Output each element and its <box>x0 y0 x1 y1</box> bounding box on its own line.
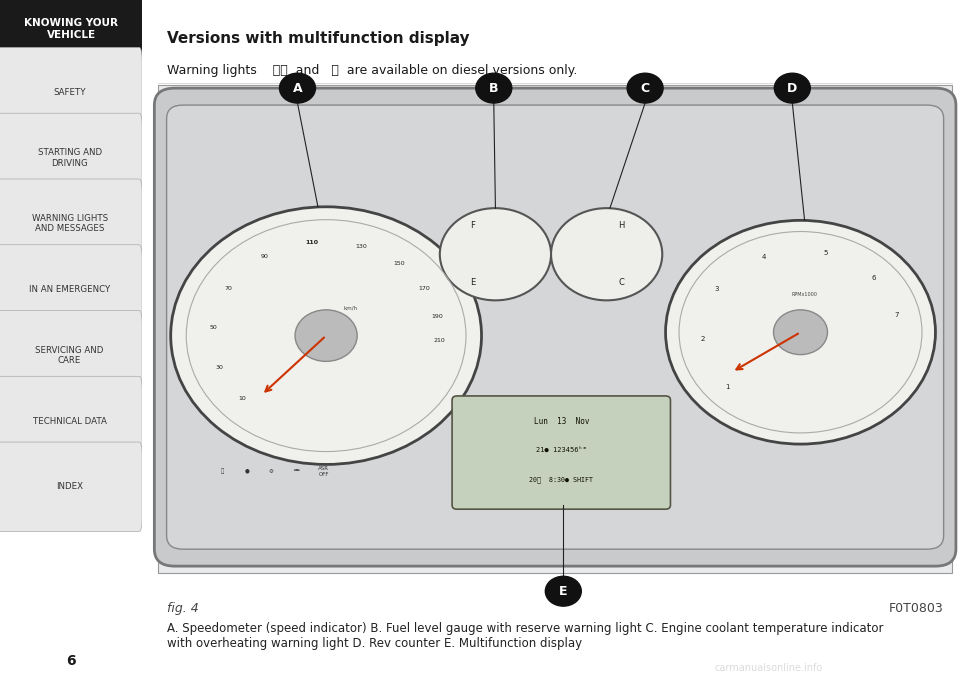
Text: 210: 210 <box>434 338 445 343</box>
FancyBboxPatch shape <box>0 376 142 466</box>
Text: SAFETY: SAFETY <box>54 87 85 97</box>
Text: 7: 7 <box>895 313 900 318</box>
Text: SERVICING AND
CARE: SERVICING AND CARE <box>36 346 104 365</box>
Text: A. Speedometer (speed indicator) B. Fuel level gauge with reserve warning light : A. Speedometer (speed indicator) B. Fuel… <box>167 622 883 650</box>
Text: STARTING AND
DRIVING: STARTING AND DRIVING <box>37 148 102 167</box>
Text: E: E <box>559 584 567 598</box>
Text: 20℃  8:30● SHIFT: 20℃ 8:30● SHIFT <box>529 477 593 483</box>
Text: E: E <box>469 279 475 287</box>
Text: 10: 10 <box>238 396 246 401</box>
Circle shape <box>171 207 482 464</box>
FancyBboxPatch shape <box>0 179 142 268</box>
FancyBboxPatch shape <box>0 0 142 58</box>
Text: TECHNICAL DATA: TECHNICAL DATA <box>33 416 107 426</box>
Circle shape <box>279 73 316 103</box>
FancyBboxPatch shape <box>0 311 142 400</box>
Text: 190: 190 <box>431 313 443 319</box>
FancyBboxPatch shape <box>0 245 142 334</box>
Text: 30: 30 <box>216 365 224 370</box>
Text: 130: 130 <box>355 243 367 249</box>
Text: 6: 6 <box>872 275 876 281</box>
Text: Lun  13  Nov: Lun 13 Nov <box>534 416 589 426</box>
Circle shape <box>476 73 512 103</box>
FancyBboxPatch shape <box>0 442 142 532</box>
Text: F: F <box>470 221 475 230</box>
FancyBboxPatch shape <box>155 88 956 566</box>
Circle shape <box>545 576 582 606</box>
FancyBboxPatch shape <box>158 85 951 573</box>
FancyBboxPatch shape <box>167 105 944 549</box>
Text: 90: 90 <box>260 254 268 259</box>
Text: 1: 1 <box>725 384 730 390</box>
Text: Warning lights    ⒦⒦  and   Ⓖ  are available on diesel versions only.: Warning lights ⒦⒦ and Ⓖ are available on… <box>167 64 577 77</box>
Text: Ⓢ: Ⓢ <box>221 468 224 474</box>
Text: 50: 50 <box>209 325 217 330</box>
Text: ══: ══ <box>293 468 300 474</box>
Text: Versions with multifunction display: Versions with multifunction display <box>167 31 469 45</box>
Text: fig. 4: fig. 4 <box>167 602 199 615</box>
Text: H: H <box>618 221 625 230</box>
Text: IN AN EMERGENCY: IN AN EMERGENCY <box>29 285 110 294</box>
Text: 70: 70 <box>224 286 231 291</box>
Text: C: C <box>618 279 624 287</box>
Text: 5: 5 <box>824 250 828 256</box>
Circle shape <box>551 208 662 300</box>
FancyBboxPatch shape <box>452 396 670 509</box>
Circle shape <box>775 73 810 103</box>
Text: carmanualsonline.info: carmanualsonline.info <box>714 662 823 673</box>
Text: 170: 170 <box>419 286 430 291</box>
Circle shape <box>774 310 828 355</box>
Text: WARNING LIGHTS
AND MESSAGES: WARNING LIGHTS AND MESSAGES <box>32 214 108 233</box>
Text: F0T0803: F0T0803 <box>889 602 944 615</box>
Text: 21● 123456ᵏᵐ: 21● 123456ᵏᵐ <box>536 446 587 452</box>
Circle shape <box>440 208 551 300</box>
Text: B: B <box>489 81 498 95</box>
Text: RPMx1000: RPMx1000 <box>792 292 818 298</box>
Text: C: C <box>640 81 650 95</box>
Text: km/h: km/h <box>344 306 358 311</box>
Text: ASR
OFF: ASR OFF <box>318 466 329 477</box>
Circle shape <box>627 73 663 103</box>
FancyBboxPatch shape <box>0 113 142 203</box>
Text: INDEX: INDEX <box>56 482 84 492</box>
Text: 2: 2 <box>700 336 705 342</box>
Text: 6: 6 <box>66 654 76 668</box>
Circle shape <box>295 310 357 361</box>
Text: 110: 110 <box>306 240 319 245</box>
Text: ⚙: ⚙ <box>269 468 274 474</box>
FancyBboxPatch shape <box>0 47 142 137</box>
Text: A: A <box>293 81 302 95</box>
Text: 3: 3 <box>714 286 719 292</box>
Text: KNOWING YOUR
VEHICLE: KNOWING YOUR VEHICLE <box>24 18 118 39</box>
Text: ●: ● <box>245 468 250 474</box>
Text: 4: 4 <box>761 254 766 260</box>
Circle shape <box>665 220 935 444</box>
Text: 150: 150 <box>394 261 405 266</box>
Text: D: D <box>787 81 798 95</box>
